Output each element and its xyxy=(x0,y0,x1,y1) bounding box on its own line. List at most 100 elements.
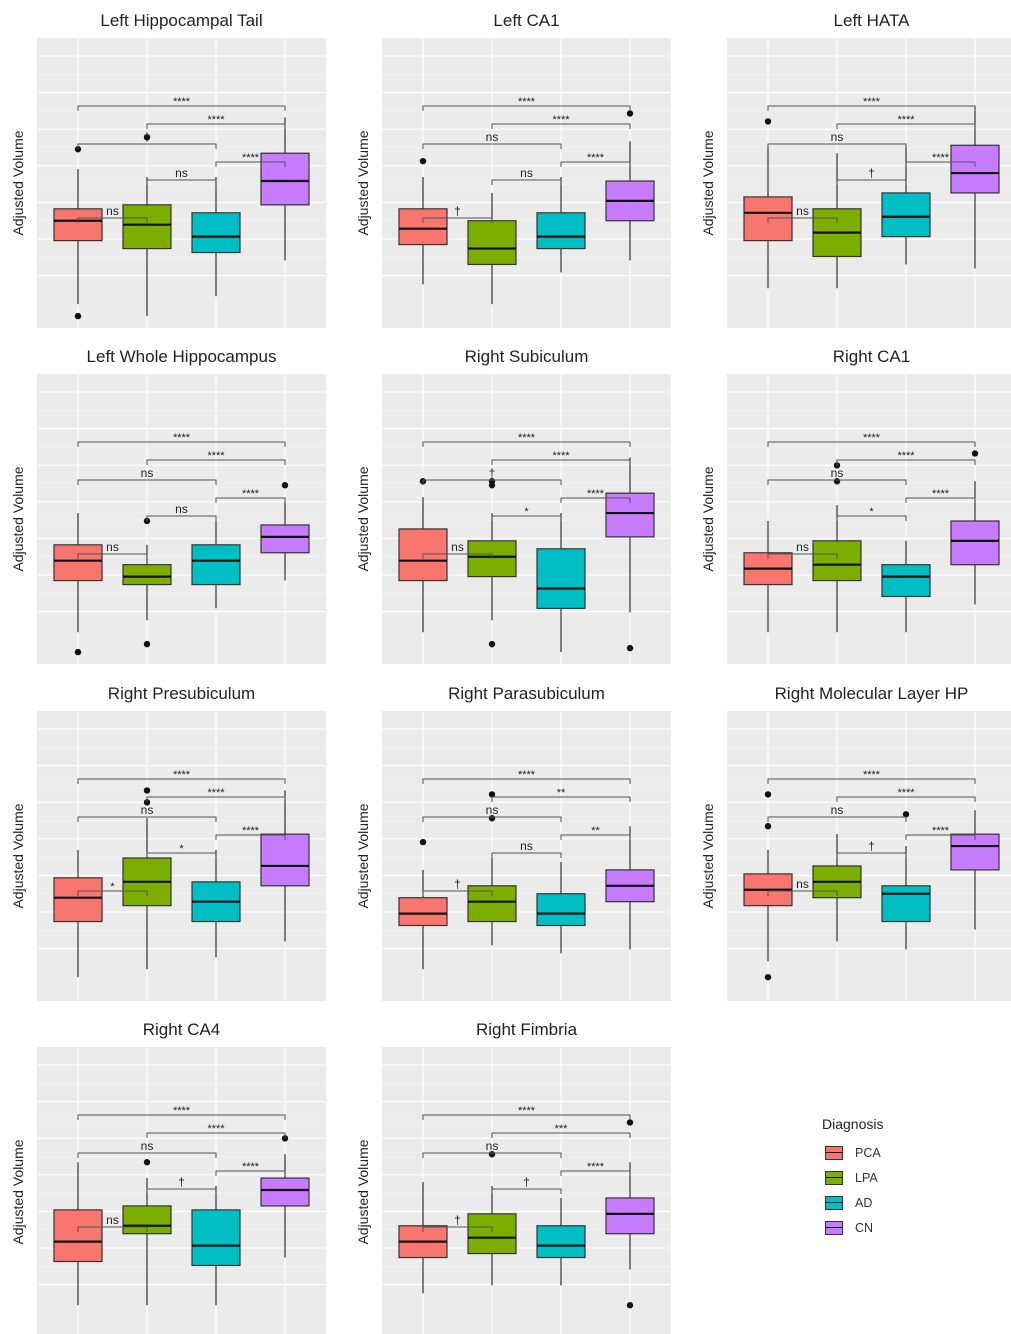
bracket-line xyxy=(836,179,907,185)
significance-bracket: **** xyxy=(767,432,976,447)
bracket-line xyxy=(905,834,976,840)
bracket-line xyxy=(77,1114,286,1120)
significance-bracket: ns xyxy=(146,166,217,185)
significance-label: **** xyxy=(932,825,950,837)
bracket-line xyxy=(767,479,907,485)
significance-label: † xyxy=(454,1213,461,1227)
significance-bracket: * xyxy=(836,506,907,521)
significance-bracket: ns xyxy=(767,877,838,896)
significance-label: **** xyxy=(207,450,225,462)
significance-bracket: **** xyxy=(905,825,976,840)
significance-label: † xyxy=(489,466,496,480)
bracket-line xyxy=(77,1152,217,1158)
panel-right-molecular-layer-hp: Right Molecular Layer HP Adjusted Volume n… xyxy=(700,684,1011,1001)
bracket-line xyxy=(836,852,907,858)
box-body xyxy=(53,544,103,582)
significance-label: *** xyxy=(555,1123,569,1135)
box-cn xyxy=(950,810,1000,930)
bracket-line xyxy=(146,179,217,185)
significance-bracket: ns xyxy=(77,204,148,223)
panel-title: Right Fimbria xyxy=(476,1020,578,1039)
significance-bracket: ns xyxy=(77,466,217,485)
box-pca xyxy=(53,1162,103,1306)
legend: Diagnosis PCA LPA AD CN xyxy=(822,1116,972,1240)
box-pca xyxy=(53,513,103,656)
significance-label: **** xyxy=(897,787,915,799)
significance-label: † xyxy=(178,1175,185,1189)
significance-label: **** xyxy=(518,96,536,108)
significance-label: * xyxy=(110,881,115,893)
y-axis-label: Adjusted Volume xyxy=(355,466,371,571)
significance-label: **** xyxy=(242,825,260,837)
bracket-line xyxy=(491,1188,562,1194)
legend-label-cn: CN xyxy=(855,1220,874,1235)
bracket-line xyxy=(77,553,148,559)
panel-title: Left CA1 xyxy=(493,11,559,30)
outlier-point xyxy=(902,811,910,818)
box-body xyxy=(122,564,172,586)
significance-bracket: **** xyxy=(905,488,976,503)
significance-label: **** xyxy=(173,432,191,444)
significance-label: ns xyxy=(175,166,188,180)
bracket-line xyxy=(767,143,907,149)
bracket-line xyxy=(215,1170,286,1176)
bracket-line xyxy=(560,834,631,840)
legend-key-pca xyxy=(825,1145,843,1160)
significance-bracket: ns xyxy=(146,502,217,521)
box-body xyxy=(536,548,586,609)
bracket-line xyxy=(422,816,562,822)
panel-title: Right Molecular Layer HP xyxy=(775,684,969,703)
bracket-line xyxy=(422,143,562,149)
box-body xyxy=(53,208,103,242)
bracket-line xyxy=(491,123,631,129)
significance-label: † xyxy=(868,166,875,180)
significance-label: † xyxy=(868,839,875,853)
box-body xyxy=(881,564,931,598)
box-body xyxy=(191,1209,241,1267)
significance-bracket: **** xyxy=(767,96,976,111)
significance-bracket: **** xyxy=(77,769,286,784)
box-ad xyxy=(191,520,241,609)
bracket-line xyxy=(560,1170,631,1176)
plot-background xyxy=(382,711,671,1001)
outlier-point xyxy=(764,791,772,798)
bracket-line xyxy=(146,1132,286,1138)
bracket-line xyxy=(146,852,217,858)
legend-item-ad: AD xyxy=(822,1190,972,1215)
significance-label: **** xyxy=(518,1105,536,1117)
significance-label: ns xyxy=(175,502,188,516)
significance-bracket: ns xyxy=(77,803,217,822)
significance-label: **** xyxy=(552,450,570,462)
significance-bracket: **** xyxy=(215,152,286,167)
bracket-line xyxy=(215,497,286,503)
box-pca xyxy=(53,850,103,978)
significance-label: ns xyxy=(520,839,533,853)
significance-bracket: † xyxy=(77,130,217,149)
significance-bracket: ns xyxy=(767,803,907,822)
significance-label: **** xyxy=(242,152,260,164)
panel-title: Right CA1 xyxy=(833,347,910,366)
significance-label: **** xyxy=(207,114,225,126)
bracket-line xyxy=(77,1226,148,1232)
box-ad xyxy=(881,811,931,950)
y-axis-label: Adjusted Volume xyxy=(700,130,716,235)
panel-title: Right Subiculum xyxy=(465,347,589,366)
box-lpa xyxy=(122,787,172,970)
significance-label: ns xyxy=(831,466,844,480)
significance-bracket: ns xyxy=(422,1139,562,1158)
significance-bracket: ** xyxy=(491,787,631,802)
significance-label: * xyxy=(869,506,874,518)
legend-item-lpa: LPA xyxy=(822,1165,972,1190)
box-cn xyxy=(950,105,1000,269)
y-axis-label: Adjusted Volume xyxy=(10,803,26,908)
bracket-line xyxy=(146,515,217,521)
significance-label: **** xyxy=(932,152,950,164)
significance-label: **** xyxy=(518,769,536,781)
legend-key-lpa xyxy=(825,1170,843,1185)
significance-label: **** xyxy=(863,432,881,444)
significance-bracket: † xyxy=(422,877,493,896)
box-lpa xyxy=(467,791,517,946)
bracket-line xyxy=(767,778,976,784)
box-body xyxy=(122,204,172,250)
